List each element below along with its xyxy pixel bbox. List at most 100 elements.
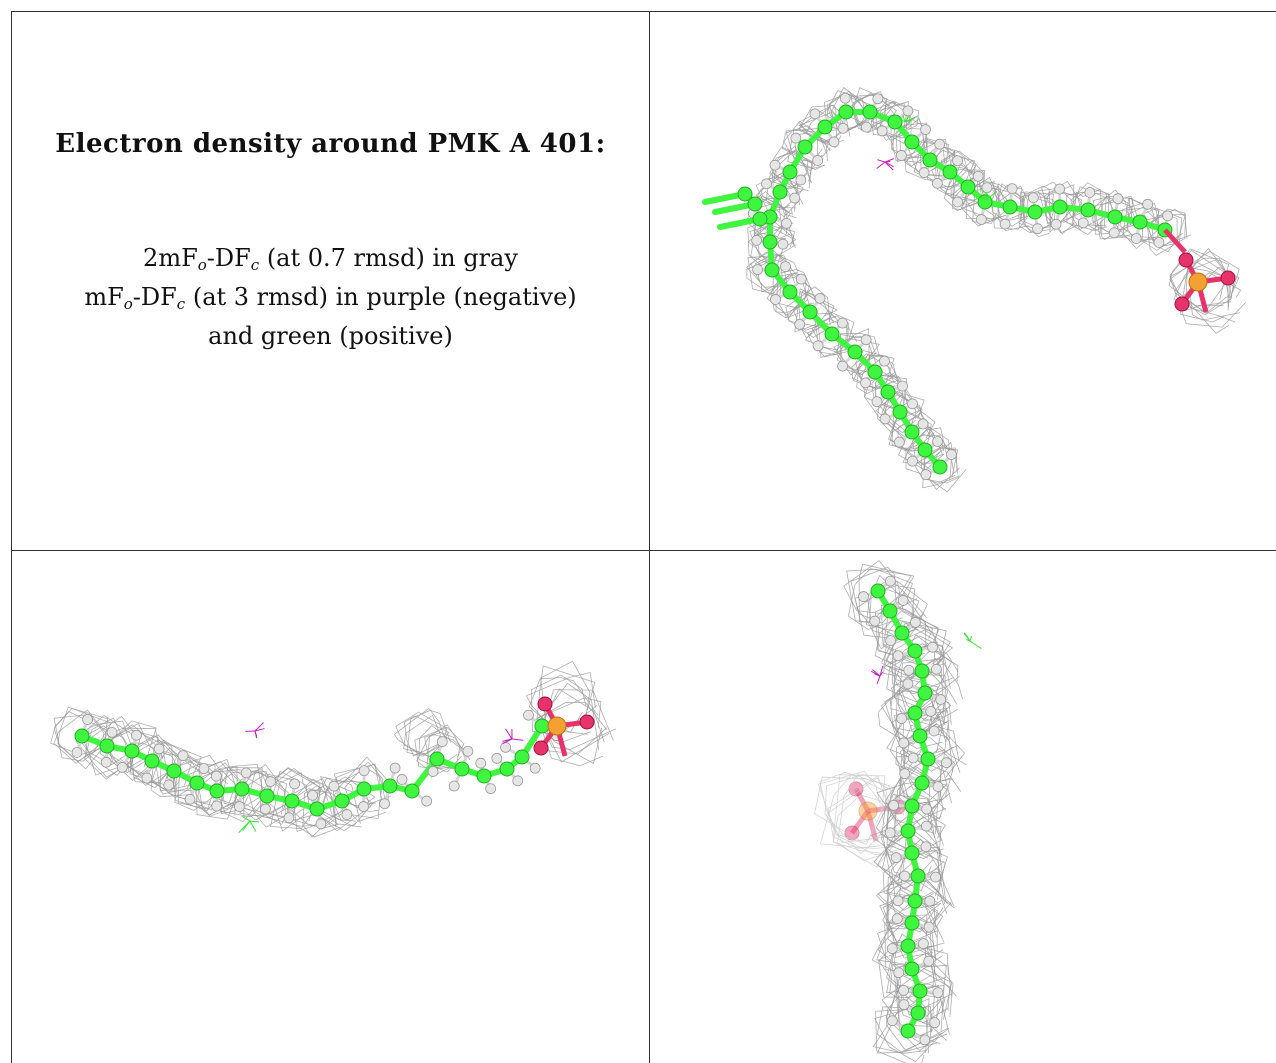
- carbon-atom: [914, 663, 930, 679]
- carbon-atom: [189, 775, 205, 791]
- carbon-atom: [782, 164, 798, 180]
- density-mesh-positive: [904, 116, 917, 123]
- hydrogen-atom: [893, 967, 905, 979]
- hydrogen-atom: [211, 800, 223, 812]
- carbon-atom: [922, 152, 938, 168]
- density-mesh-negative: [871, 669, 881, 677]
- hydrogen-atom: [931, 177, 943, 189]
- density-mesh-gray: [760, 171, 799, 209]
- density-mesh-gray: [840, 333, 880, 373]
- oxygen-atom: [579, 714, 595, 730]
- caption-line-2mfo-dfc: 2mFo-DFc (at 0.7 rmsd) in gray: [12, 244, 649, 274]
- p-o-bond: [865, 810, 879, 842]
- hydrogen-atom: [436, 736, 448, 748]
- density-mesh-gray: [1070, 182, 1107, 234]
- carbon-atom: [824, 326, 840, 342]
- density-mesh-gray: [414, 726, 465, 770]
- hydrogen-atom: [898, 737, 910, 749]
- caption-line-mfo-dfc: mFo-DFc (at 3 rmsd) in purple (negative): [12, 283, 649, 313]
- carbon-atom: [747, 196, 763, 212]
- oxygen-atom: [1220, 270, 1236, 286]
- hydrogen-atom: [153, 743, 165, 755]
- hydrogen-atom: [1050, 218, 1062, 230]
- caption-title: Electron density around PMK A 401:: [55, 129, 606, 159]
- hydrogen-atom: [780, 261, 791, 272]
- density-mesh-gray: [882, 828, 939, 890]
- carbon-atom: [382, 778, 398, 794]
- hydrogen-atom: [952, 196, 963, 208]
- density-mesh-gray: [837, 773, 915, 862]
- hydrogen-atom: [924, 895, 936, 907]
- hydrogen-atom: [770, 294, 781, 305]
- carbon-atom: [917, 685, 933, 701]
- density-mesh-gray: [875, 998, 930, 1063]
- hydrogen-atom: [1162, 210, 1174, 222]
- hydrogen-atom: [872, 93, 884, 105]
- hydrogen-atom: [902, 678, 914, 690]
- carbon-atom: [904, 845, 920, 861]
- carbon-atom: [234, 781, 250, 797]
- density-mesh-gray: [855, 350, 896, 391]
- carbon-atom: [907, 643, 923, 659]
- hydrogen-atom: [1153, 237, 1165, 248]
- carbon-atom: [912, 983, 928, 999]
- density-mesh-gray: [877, 915, 938, 968]
- hydrogen-atom: [512, 775, 524, 787]
- hydrogen-atom: [928, 725, 940, 737]
- density-mesh-gray: [1183, 272, 1242, 323]
- carbon-atom: [838, 104, 854, 120]
- hydrogen-atom: [879, 413, 891, 425]
- molecule-view-bottom-left: [12, 551, 649, 1063]
- hydrogen-atom: [893, 436, 905, 448]
- density-mesh-gray: [875, 390, 917, 434]
- density-mesh-gray: [781, 124, 828, 164]
- density-mesh-gray: [806, 319, 850, 358]
- carbon-atom: [942, 164, 958, 180]
- hydrogen-atom: [828, 136, 840, 148]
- carbon-atom: [912, 728, 928, 744]
- hydrogen-atom: [781, 217, 792, 229]
- carbon-atom: [887, 114, 903, 130]
- density-mesh-gray: [856, 354, 899, 394]
- hydrogen-atom: [923, 955, 935, 967]
- density-mesh-negative: [879, 665, 884, 677]
- density-mesh-gray: [876, 826, 942, 892]
- density-mesh-positive: [249, 820, 257, 832]
- hydrogen-atom: [896, 150, 907, 161]
- hydrogen-atom: [379, 798, 391, 810]
- hydrogen-atom: [923, 921, 935, 933]
- carbon-atom: [1002, 199, 1018, 215]
- figure-table: [11, 11, 1276, 1063]
- table-divider-vertical: [649, 11, 650, 1063]
- hydrogen-atom: [892, 650, 904, 662]
- hydrogen-atom: [141, 772, 153, 784]
- density-mesh-negative: [505, 728, 513, 740]
- density-mesh-gray: [877, 672, 952, 750]
- carbon-atom: [356, 781, 372, 797]
- hydrogen-atom: [358, 801, 369, 812]
- hydrogen-atom: [789, 192, 801, 204]
- hydrogen-atom: [837, 317, 848, 329]
- density-mesh-positive: [898, 117, 906, 123]
- carbon-atom: [752, 211, 768, 227]
- caption-cell: Electron density around PMK A 401: 2mFo-…: [12, 12, 649, 550]
- carbon-atom: [892, 404, 908, 420]
- carbon-atom: [882, 603, 898, 619]
- density-mesh-positive: [969, 640, 973, 644]
- density-mesh-positive: [964, 632, 971, 642]
- carbon-atom: [904, 915, 920, 931]
- carbon-atom: [802, 304, 818, 320]
- density-mesh-negative: [884, 161, 894, 168]
- hydrogen-atom: [529, 762, 541, 774]
- hydrogen-atom: [812, 155, 824, 166]
- carbon-atom: [932, 459, 948, 475]
- density-mesh-gray: [755, 170, 804, 213]
- carbon-atom: [74, 728, 90, 744]
- density-mesh-gray: [1168, 248, 1230, 314]
- hydrogen-atom: [752, 264, 764, 276]
- hydrogen-atom: [1054, 183, 1066, 195]
- carbon-atom: [1027, 204, 1043, 220]
- line1-pre: 2mF: [143, 244, 198, 272]
- hydrogen-atom: [917, 418, 929, 430]
- carbon-atom: [514, 749, 530, 765]
